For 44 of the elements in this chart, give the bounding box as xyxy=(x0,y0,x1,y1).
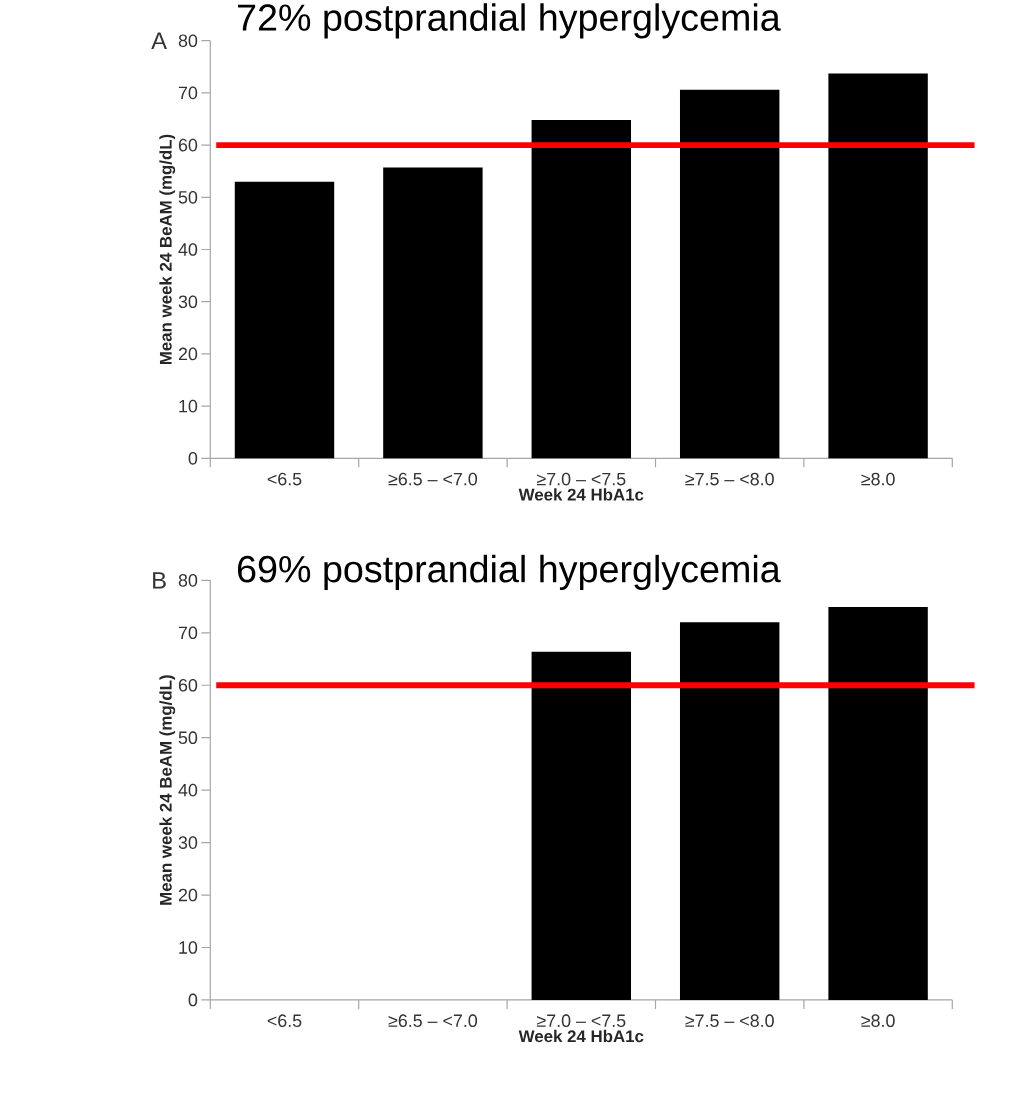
y-tick-label: 80 xyxy=(178,574,198,587)
y-tick-label: 80 xyxy=(178,34,198,48)
x-tick-label: ≥8.0 xyxy=(861,1014,895,1027)
bar xyxy=(828,73,928,459)
bar xyxy=(383,167,483,459)
x-tick-label: ≥6.5 – <7.0 xyxy=(388,1014,478,1027)
text: A xyxy=(151,32,168,49)
y-axis-title: Mean week 24 BeAM (mg/dL) xyxy=(159,675,176,905)
y-tick-label: 10 xyxy=(179,399,198,413)
y-tick-label: 60 xyxy=(179,678,198,692)
bar xyxy=(680,622,780,1000)
bar xyxy=(828,607,928,1000)
x-tick-label: ≥7.0 – <7.5 xyxy=(537,472,626,486)
x-tick-label: <6.5 xyxy=(267,1014,302,1027)
x-tick-label: ≥7.5 – <8.0 xyxy=(685,1014,774,1027)
x-tick-label: ≥7.0 – <7.5 xyxy=(537,1014,626,1027)
y-axis-title: Mean week 24 BeAM (mg/dL) xyxy=(159,134,176,365)
y-tick-label: 40 xyxy=(178,783,198,797)
y-tick-label: 40 xyxy=(178,243,198,256)
y-tick-label: 60 xyxy=(179,138,198,152)
y-tick-label: 20 xyxy=(179,347,198,361)
bar xyxy=(531,120,632,459)
x-tick-label: ≥6.5 – <7.0 xyxy=(388,472,478,486)
x-tick-label: ≥7.5 – <8.0 xyxy=(685,472,774,486)
y-tick-label: 70 xyxy=(179,626,198,640)
y-tick-label: 0 xyxy=(188,452,198,465)
y-tick-label: 30 xyxy=(178,836,198,849)
x-axis-title: Week 24 HbA1c xyxy=(518,488,644,501)
y-tick-label: 10 xyxy=(179,941,198,954)
y-tick-label: 0 xyxy=(188,993,198,1007)
y-tick-label: 30 xyxy=(178,295,198,309)
chart-title: 69% postprandial hyperglycemia xyxy=(238,554,781,590)
bar xyxy=(234,181,335,459)
x-tick-label: ≥8.0 xyxy=(861,472,895,486)
y-tick-label: 50 xyxy=(178,190,198,204)
y-tick-label: 70 xyxy=(179,86,198,100)
x-tick-label: <6.5 xyxy=(267,472,302,486)
chart-title: 72% postprandial hyperglycemia xyxy=(238,3,781,39)
y-tick-label: 20 xyxy=(179,888,198,902)
y-tick-label: 50 xyxy=(178,731,198,745)
bar xyxy=(680,89,780,459)
text: B xyxy=(153,572,166,589)
x-axis-title: Week 24 HbA1c xyxy=(518,1029,644,1043)
bar xyxy=(531,651,632,1000)
